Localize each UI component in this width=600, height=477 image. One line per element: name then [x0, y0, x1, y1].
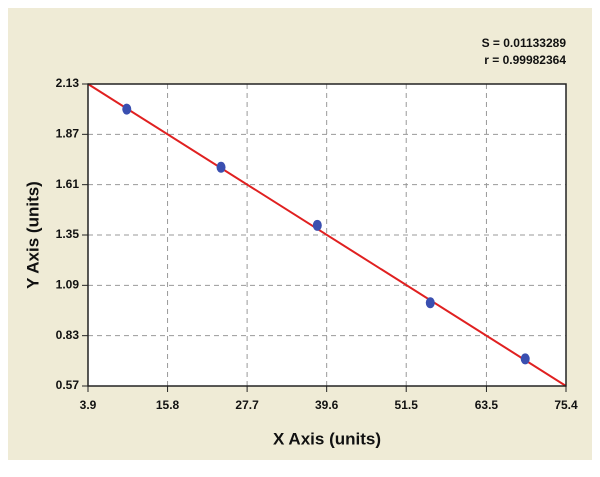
data-point — [122, 103, 132, 115]
y-tick-label: 1.87 — [56, 127, 80, 141]
y-tick-label: 0.57 — [56, 378, 80, 392]
x-tick-label: 3.9 — [80, 398, 97, 412]
x-tick-label: 75.4 — [554, 398, 578, 412]
tick-labels: 3.9 15.8 27.7 39.6 51.5 63.5 75.4 0.57 0.83 1.09 1… — [56, 76, 578, 412]
x-tick-label: 27.7 — [235, 398, 259, 412]
fit-line — [87, 83, 567, 387]
data-point — [520, 353, 530, 365]
x-tick-label: 15.8 — [156, 398, 180, 412]
data-point — [425, 297, 435, 309]
x-axis-title: X Axis (units) — [273, 429, 381, 448]
y-tick-label: 0.83 — [56, 328, 80, 342]
y-tick-label: 1.61 — [56, 177, 80, 191]
x-tick-label: 63.5 — [475, 398, 499, 412]
x-tick-label: 51.5 — [395, 398, 419, 412]
marks — [87, 83, 567, 387]
plot-frame — [87, 83, 567, 387]
y-tick-label: 1.09 — [56, 278, 80, 292]
y-tick-label: 1.35 — [56, 227, 80, 241]
data-point — [216, 161, 226, 173]
annotation: S = 0.01133289 — [482, 36, 567, 50]
x-tick-label: 39.6 — [315, 398, 339, 412]
data-point — [312, 219, 322, 231]
y-axis-title: Y Axis (units) — [23, 181, 42, 289]
y-tick-label: 2.13 — [56, 76, 80, 90]
annotation: r = 0.99982364 — [484, 53, 566, 67]
